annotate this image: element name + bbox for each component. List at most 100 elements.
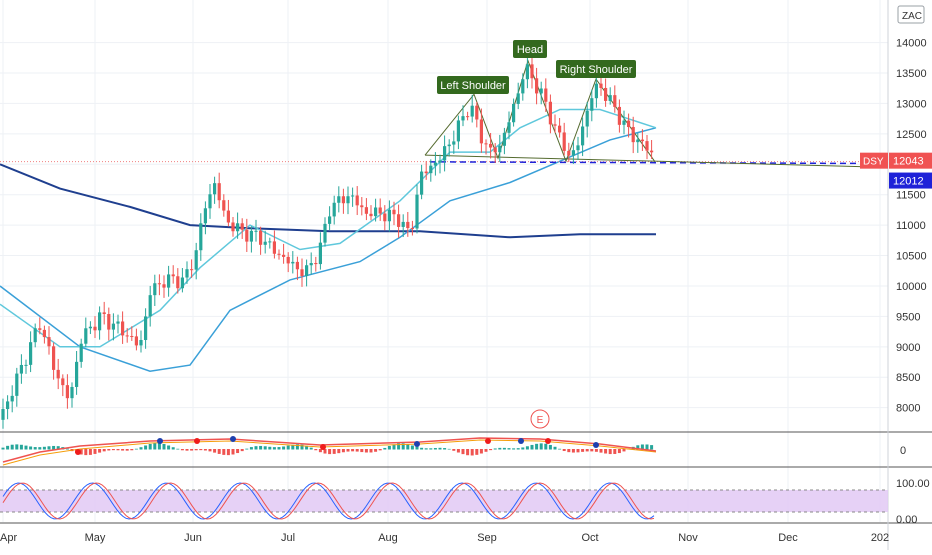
candle-body-59: [272, 241, 276, 254]
macd-bar: [19, 444, 23, 450]
candle-body-14: [65, 385, 69, 399]
macd-bar: [456, 449, 460, 453]
candle-body-114: [525, 64, 529, 80]
candle-body-42: [194, 250, 198, 270]
earnings-marker: [530, 409, 550, 429]
candle-body-111: [512, 103, 516, 123]
macd-bar: [489, 449, 493, 451]
macd-bar: [318, 449, 322, 453]
macd-bar: [475, 449, 479, 455]
ma-mid-line: [0, 127, 657, 372]
neckline-label: 12012: [893, 176, 924, 188]
macd-bar: [199, 449, 203, 451]
macd-bar: [636, 445, 640, 450]
currency-box: [897, 5, 925, 24]
annotation-label-1: Head: [517, 44, 543, 56]
candle-body-19: [88, 326, 92, 329]
macd-bar: [406, 444, 410, 450]
candle-body-129: [594, 83, 598, 99]
candle-body-85: [392, 209, 396, 215]
macd-bar: [374, 449, 378, 452]
macd-bar: [144, 445, 148, 450]
macd-bar: [364, 449, 368, 453]
macd-bar: [452, 449, 456, 451]
moving-averages: [0, 108, 657, 372]
candle-body-10: [47, 337, 51, 347]
price-tick-label-4: 10000: [896, 281, 927, 293]
candle-body-109: [502, 132, 506, 146]
macd-bar: [65, 448, 69, 450]
macd-cross-dot: [230, 436, 236, 442]
macd-cross-dot: [320, 444, 326, 450]
macd-bar: [567, 449, 571, 453]
macd-bar: [176, 448, 180, 450]
candle-body-100: [461, 116, 465, 121]
candle-body-41: [190, 269, 194, 271]
macd-bar: [268, 446, 272, 450]
candle-body-31: [144, 316, 148, 340]
symbol-badge-label: DSY: [863, 157, 884, 168]
candle-body-72: [332, 202, 336, 217]
macd-cross-dot: [157, 438, 163, 444]
candle-body-87: [401, 221, 405, 227]
macd-bar: [498, 447, 502, 450]
time-label-7: Nov: [678, 532, 698, 544]
macd-bar: [190, 449, 194, 451]
macd-bar: [111, 449, 115, 451]
price-tick-label-1: 8500: [896, 372, 920, 384]
candle-body-97: [447, 144, 451, 147]
candle-body-94: [433, 162, 437, 166]
macd-bar: [544, 443, 548, 450]
candle-body-35: [162, 284, 166, 288]
macd-bar: [604, 449, 608, 454]
time-label-4: Aug: [378, 532, 398, 544]
candle-body-84: [387, 209, 391, 222]
candle-body-83: [383, 213, 387, 222]
ma-slow-line: [0, 163, 656, 239]
candle-body-13: [61, 378, 65, 386]
candle-body-62: [286, 256, 290, 264]
macd-bar: [213, 449, 217, 453]
time-label-1: May: [85, 532, 106, 544]
candle-body-74: [341, 196, 345, 204]
macd-bar: [590, 449, 594, 452]
candle-body-115: [530, 64, 534, 79]
neckline-badge: [889, 172, 932, 189]
macd-bar: [622, 449, 626, 452]
candle-body-37: [171, 274, 175, 277]
macd-bar: [355, 449, 359, 452]
candle-body-55: [254, 230, 258, 232]
macd-bar: [226, 449, 230, 456]
earnings-marker-label: E: [537, 415, 544, 426]
candle-body-50: [231, 222, 235, 232]
neckline: [424, 154, 889, 168]
macd-bar: [24, 445, 28, 450]
annotation-box-0: [437, 76, 509, 94]
price-axis: 8000850090009500100001050011000115001200…: [860, 5, 932, 526]
macd-bar: [585, 449, 589, 452]
candle-body-63: [291, 261, 295, 264]
macd-bar: [420, 447, 424, 450]
price-tick-label-11: 13500: [896, 68, 927, 80]
macd-bar: [461, 449, 465, 455]
last-price-label: 12043: [893, 156, 924, 168]
macd-bar: [608, 449, 612, 455]
candle-body-120: [553, 124, 557, 126]
candles: [1, 53, 654, 429]
price-tick-label-9: 12500: [896, 129, 927, 141]
candle-body-125: [576, 145, 580, 151]
candle-body-73: [337, 196, 341, 203]
macd-bar: [351, 449, 355, 452]
macd-cross-dot: [75, 449, 81, 455]
candle-body-66: [305, 265, 309, 277]
macd-bar: [88, 449, 92, 455]
candle-body-43: [199, 223, 203, 251]
macd-bar: [130, 449, 134, 451]
candle-body-60: [277, 253, 281, 255]
candle-body-45: [208, 194, 212, 209]
price-tick-label-10: 13000: [896, 98, 927, 110]
macd-bar: [231, 449, 235, 455]
macd-bar: [157, 443, 161, 450]
